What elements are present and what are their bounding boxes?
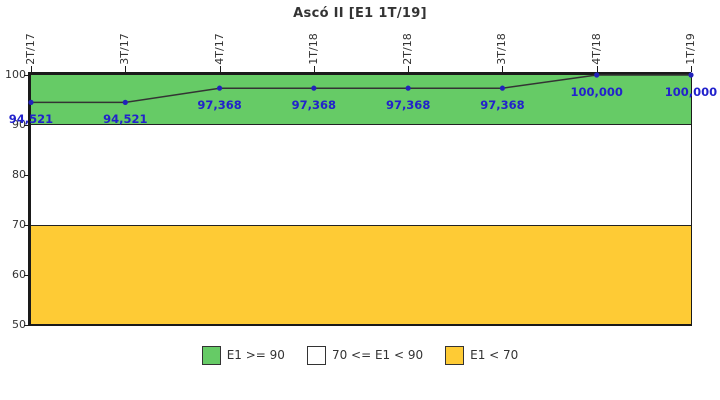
value-label: 94,521 (8, 112, 54, 127)
y-tick-label: 90 (12, 118, 26, 131)
y-tick-mark (24, 275, 30, 276)
x-tick-label: 3T/18 (495, 33, 509, 65)
legend-swatch (445, 345, 465, 365)
y-tick-mark (24, 225, 30, 226)
data-point (216, 85, 223, 91)
data-point (28, 99, 34, 105)
value-label: 97,368 (197, 98, 242, 113)
value-label: 94,521 (103, 112, 148, 127)
legend-item-1: 70 <= E1 < 90 (306, 345, 424, 365)
chart-title: Ascó II [E1 1T/19] (293, 6, 427, 21)
value-label: 100,000 (664, 85, 718, 99)
y-tick-label: 50 (12, 318, 26, 331)
x-tick-mark (313, 66, 315, 72)
x-tick-label: 1T/19 (684, 33, 697, 65)
x-tick-label: 2T/18 (401, 33, 415, 65)
x-tick-label: 2T/17 (24, 33, 37, 65)
x-tick-label: 4T/18 (589, 33, 603, 65)
series-line-e1 (31, 74, 691, 104)
x-tick-mark (502, 66, 504, 72)
y-tick-label: 70 (12, 218, 26, 231)
data-point (594, 72, 600, 78)
x-tick-mark (219, 66, 221, 72)
axis-bottom (31, 324, 692, 326)
legend-item-2: E1 < 70 (445, 345, 519, 365)
legend-swatch (201, 345, 221, 365)
data-point (688, 72, 694, 78)
value-label: 100,000 (570, 85, 623, 99)
x-tick-mark (125, 66, 127, 72)
border-right (691, 75, 692, 325)
axis-left (28, 72, 31, 326)
data-point (499, 85, 506, 91)
x-tick-mark (691, 66, 692, 72)
y-tick-label: 60 (12, 268, 26, 281)
x-tick-mark (408, 66, 410, 72)
threshold-band-2 (31, 225, 691, 325)
y-tick-mark (24, 125, 30, 126)
x-tick-mark (596, 66, 598, 72)
axis-top (28, 72, 691, 75)
threshold-band-1 (31, 125, 691, 225)
legend-label: E1 >= 90 (226, 348, 285, 362)
data-point (405, 85, 411, 91)
y-tick-mark (24, 325, 30, 326)
legend-label: E1 < 70 (470, 348, 519, 362)
x-tick-label: 3T/17 (118, 33, 132, 65)
value-label: 97,368 (291, 98, 337, 113)
data-point (122, 99, 128, 105)
y-tick-mark (24, 175, 30, 176)
value-label: 97,368 (385, 98, 431, 113)
legend-swatch (306, 345, 326, 365)
y-tick-label: 100 (5, 68, 26, 81)
legend-label: 70 <= E1 < 90 (331, 348, 424, 362)
x-tick-label: 4T/17 (212, 33, 226, 65)
x-tick-mark (31, 66, 32, 72)
x-tick-label: 1T/18 (306, 33, 320, 65)
legend: E1 >= 90 70 <= E1 < 90 E1 < 70 (0, 342, 720, 368)
y-tick-mark (24, 75, 30, 76)
legend-item-0: E1 >= 90 (201, 345, 285, 365)
y-tick-label: 80 (12, 168, 26, 181)
value-label: 97,368 (480, 98, 525, 113)
data-point (311, 85, 317, 91)
